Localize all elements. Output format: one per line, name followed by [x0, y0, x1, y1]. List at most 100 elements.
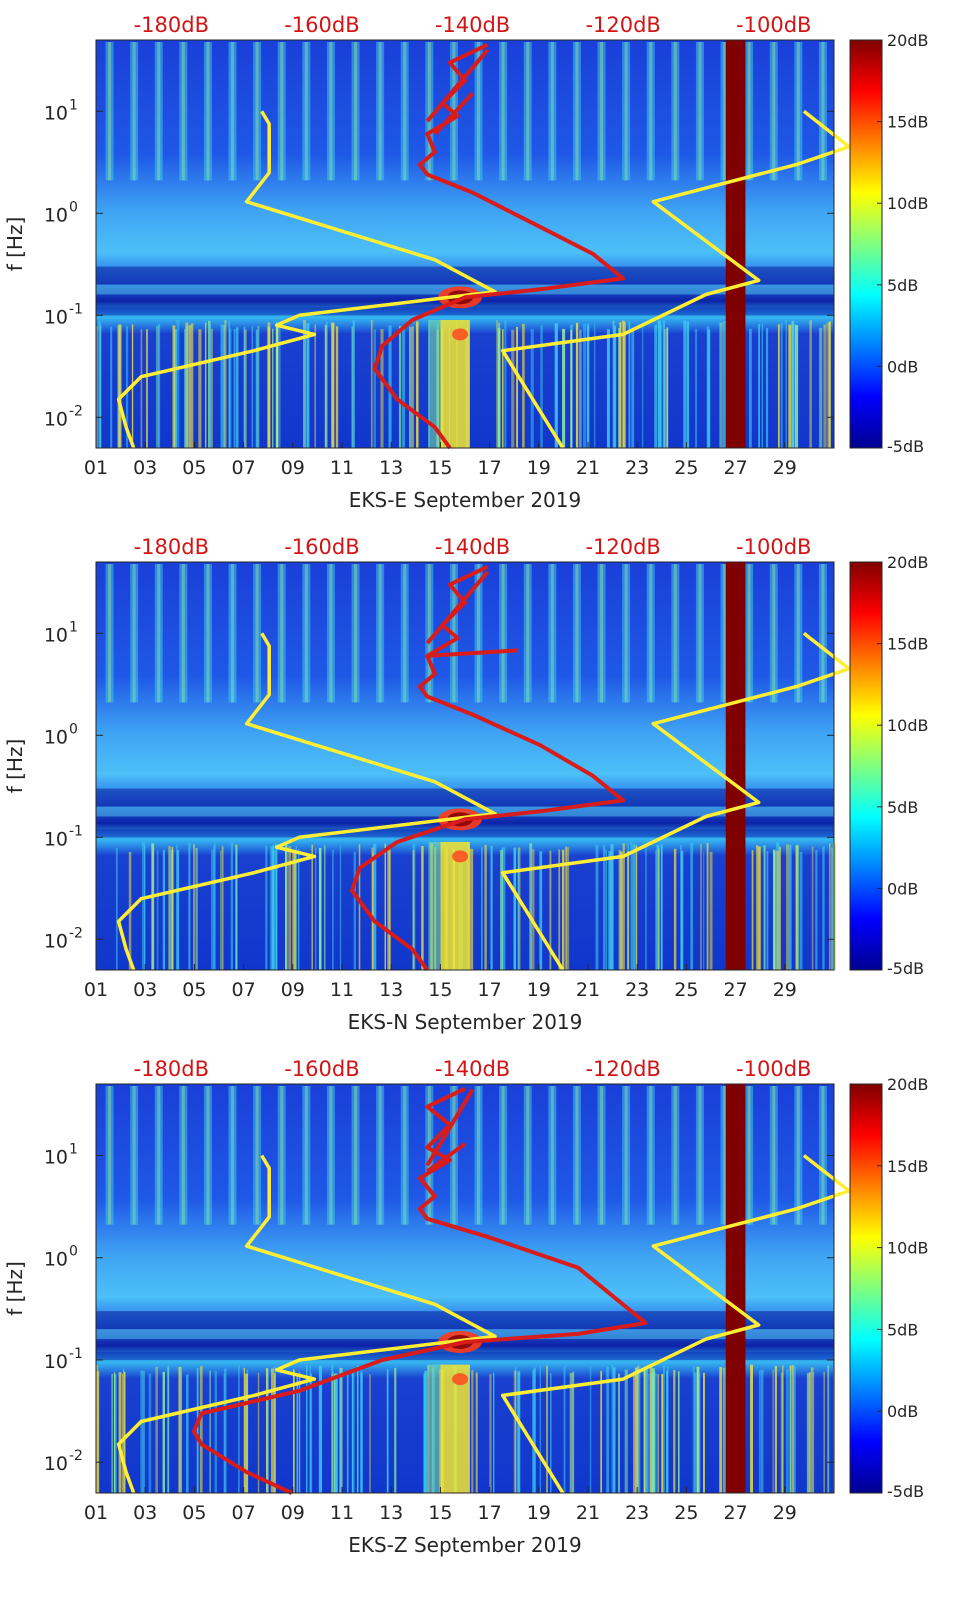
x-tick-label: 01 [84, 1502, 108, 1524]
yellow-band [440, 841, 470, 970]
y-tick-exponent: -2 [69, 403, 83, 419]
y-tick-label: 10 [44, 828, 68, 850]
x-tick-label: 13 [379, 1502, 403, 1524]
colorbar-tick-label: 20dB [887, 1075, 929, 1094]
series-line-2 [372, 42, 626, 450]
y-tick-exponent: 1 [69, 97, 78, 113]
y-tick-label: 10 [44, 726, 68, 748]
x-tick-label: 19 [527, 457, 551, 479]
x-tick-label: 11 [330, 979, 354, 1001]
x-tick-label: 07 [232, 1502, 256, 1524]
x-tick-label: 17 [478, 1502, 502, 1524]
x-tick-label: 21 [576, 457, 600, 479]
top-db-label: -160dB [284, 1057, 359, 1081]
y-tick-exponent: 0 [69, 1244, 78, 1260]
colorbar-tick-label: 5dB [887, 798, 918, 817]
top-db-label: -160dB [284, 535, 359, 559]
y-tick-exponent: -1 [69, 301, 83, 317]
x-tick-label: 05 [182, 457, 206, 479]
series-line-1 [116, 632, 497, 971]
series-line-3 [425, 1088, 475, 1167]
series-line-4 [425, 570, 490, 645]
colorbar-tick-label: 15dB [887, 635, 929, 654]
x-tick-label: 13 [379, 457, 403, 479]
x-tick-label: 07 [232, 457, 256, 479]
x-tick-label: 27 [724, 1502, 748, 1524]
x-tick-label: 17 [478, 979, 502, 1001]
series-line-0 [500, 631, 851, 971]
y-tick-label: 10 [44, 1453, 68, 1475]
y-tick-exponent: -2 [69, 925, 83, 941]
series-line-3 [425, 48, 490, 123]
y-axis-label: f [Hz] [3, 217, 27, 272]
x-tick-label: 25 [674, 979, 698, 1001]
top-db-label: -120dB [585, 535, 660, 559]
x-axis-label: EKS-E September 2019 [349, 488, 581, 512]
colorbar-tick-label: -5dB [887, 437, 924, 456]
x-tick-label: 05 [182, 1502, 206, 1524]
top-db-label: -140dB [435, 13, 510, 37]
colorbar-tick-label: 0dB [887, 879, 918, 898]
axes-frame [95, 561, 835, 971]
x-tick-label: 29 [773, 1502, 797, 1524]
y-axis-label: f [Hz] [3, 739, 27, 794]
series-line-2 [350, 564, 626, 972]
y-tick-label: 10 [44, 1351, 68, 1373]
colorbar [849, 1083, 883, 1494]
series-line-2 [191, 1086, 648, 1495]
x-tick-label: 03 [133, 979, 157, 1001]
yellow-band [440, 319, 470, 448]
y-tick-exponent: -2 [69, 1448, 83, 1464]
axes-frame [95, 1083, 835, 1494]
y-tick-exponent: 0 [69, 199, 78, 215]
x-tick-label: 23 [625, 457, 649, 479]
colorbar-tick-label: -5dB [887, 1482, 924, 1501]
x-tick-label: 15 [428, 457, 452, 479]
x-tick-label: 03 [133, 1502, 157, 1524]
y-tick-label: 10 [44, 1249, 68, 1271]
colorbar-tick-label: 10dB [887, 194, 929, 213]
colorbar-tick-label: 0dB [887, 1402, 918, 1421]
x-tick-label: 23 [625, 979, 649, 1001]
series-line-4 [426, 1142, 467, 1173]
dark-red-band [725, 40, 746, 448]
y-tick-label: 10 [44, 624, 68, 646]
colorbar-tick-label: 5dB [887, 276, 918, 295]
top-db-label: -180dB [134, 535, 209, 559]
top-db-label: -100dB [736, 535, 811, 559]
colorbar-tick-label: 10dB [887, 1239, 929, 1258]
colorbar-tick-label: 20dB [887, 553, 929, 572]
x-tick-label: 19 [527, 979, 551, 1001]
y-tick-label: 10 [44, 204, 68, 226]
x-tick-label: 09 [281, 1502, 305, 1524]
x-tick-label: 21 [576, 979, 600, 1001]
x-tick-label: 17 [478, 457, 502, 479]
x-tick-label: 19 [527, 1502, 551, 1524]
x-tick-label: 11 [330, 457, 354, 479]
colorbar-tick-label: 0dB [887, 357, 918, 376]
colorbar-tick-label: 20dB [887, 31, 929, 50]
x-tick-label: 15 [428, 1502, 452, 1524]
x-tick-label: 21 [576, 1502, 600, 1524]
x-tick-label: 25 [674, 1502, 698, 1524]
colorbar [849, 39, 883, 449]
top-db-label: -120dB [585, 13, 660, 37]
yellow-band [440, 1364, 470, 1493]
colorbar-tick-label: 15dB [887, 1157, 929, 1176]
top-db-label: -180dB [134, 13, 209, 37]
x-tick-label: 27 [724, 979, 748, 1001]
x-tick-label: 25 [674, 457, 698, 479]
series-line-1 [116, 1154, 497, 1494]
x-axis-label: EKS-Z September 2019 [348, 1533, 582, 1557]
x-tick-label: 11 [330, 1502, 354, 1524]
spectrogram-texture [96, 1086, 836, 1493]
y-tick-label: 10 [44, 102, 68, 124]
series-line-0 [500, 1154, 851, 1494]
x-tick-label: 03 [133, 457, 157, 479]
x-tick-label: 15 [428, 979, 452, 1001]
colorbar-tick-label: 15dB [887, 113, 929, 132]
